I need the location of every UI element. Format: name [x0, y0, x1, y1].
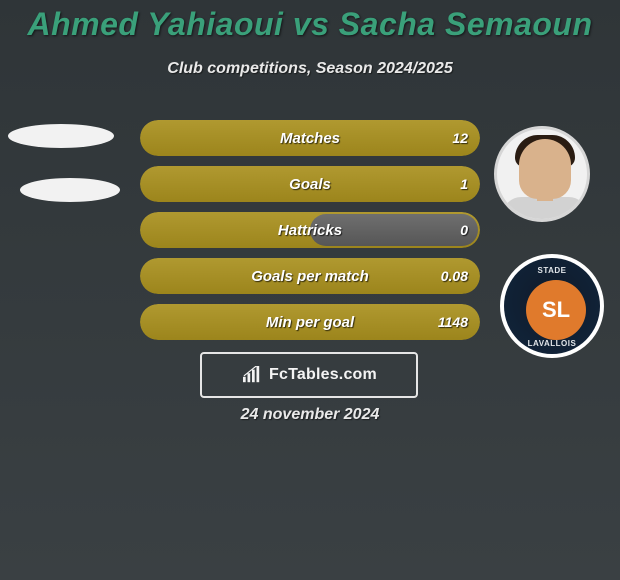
bar-fill-right [310, 214, 478, 246]
player1-avatar-placeholder [8, 124, 114, 148]
player1-club-placeholder [20, 178, 120, 202]
date-label: 24 november 2024 [0, 406, 620, 424]
brand-box: FcTables.com [200, 352, 418, 398]
bar-track [140, 258, 480, 294]
bar-track [140, 120, 480, 156]
brand-logo-icon [241, 366, 263, 384]
stat-row: Goals1 [140, 166, 480, 202]
bar-track [140, 166, 480, 202]
stat-bars: Matches12 Goals1 Hattricks0 Goals per match… [140, 120, 480, 350]
brand-text: FcTables.com [269, 366, 377, 384]
page-title: Ahmed Yahiaoui vs Sacha Semaoun [0, 6, 620, 43]
player2-avatar [494, 126, 590, 222]
avatar-head [519, 139, 571, 199]
stat-row: Min per goal1148 [140, 304, 480, 340]
subtitle: Club competitions, Season 2024/2025 [0, 60, 620, 78]
stat-row: Goals per match0.08 [140, 258, 480, 294]
stat-row: Hattricks0 [140, 212, 480, 248]
club-badge-top-text: STADE [504, 266, 600, 275]
player2-club-badge: STADE SL LAVALLOIS [500, 254, 604, 358]
bar-track [140, 304, 480, 340]
comparison-infographic: Ahmed Yahiaoui vs Sacha Semaoun Club com… [0, 0, 620, 580]
club-badge-inner: SL [526, 280, 586, 340]
club-badge-bottom-text: LAVALLOIS [504, 339, 600, 348]
stat-row: Matches12 [140, 120, 480, 156]
